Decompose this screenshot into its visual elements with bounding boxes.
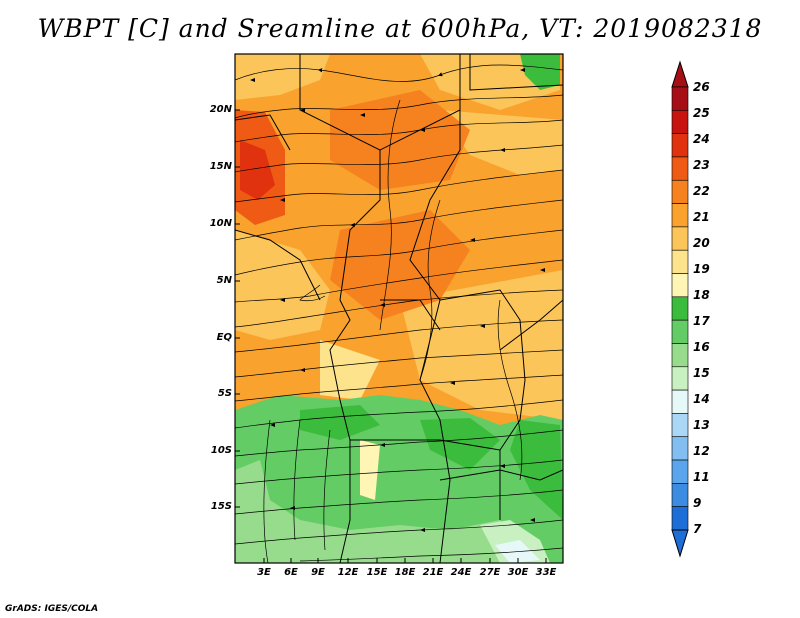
colorbar-label: 23 [693,158,710,172]
colorbar-swatch [671,133,689,158]
colorbar-label: 9 [693,496,702,510]
colorbar-label: 17 [693,314,710,328]
credit-text: GrADS: IGES/COLA [5,604,99,614]
colorbar-swatch [671,179,689,204]
lon-label: 27E [479,567,501,578]
lon-label: 24E [450,567,472,578]
colorbar-label: 20 [693,236,710,250]
lat-label: 10S [210,445,232,456]
colorbar-label: 15 [693,366,710,380]
colorbar-label: 7 [693,522,702,536]
lon-label: 21E [422,567,444,578]
wbpt-field-24 [240,140,275,200]
lat-label: 15N [209,161,232,172]
lat-label: 15S [210,501,232,512]
colorbar-swatch [671,249,689,274]
colorbar-swatch [671,343,689,368]
colorbar-label: 18 [693,288,710,302]
country-borders [235,54,563,563]
lon-label: 15E [366,567,388,578]
wbpt-field-22-central [330,210,470,320]
map-ticks [235,109,547,563]
colorbar-swatch [671,110,689,134]
wbpt-field-20-east [440,110,563,175]
colorbar-top-arrow [671,60,689,88]
colorbar-label: 22 [693,184,710,198]
colorbar-swatch [671,459,689,484]
colorbar [671,60,689,558]
lon-label: 3E [257,567,271,578]
wbpt-field-18-c [510,420,563,520]
lat-label: 5S [217,388,232,399]
colorbar-swatch [671,319,689,344]
colorbar-swatch [671,156,689,181]
colorbar-label: 13 [693,418,710,432]
colorbar-label: 24 [693,132,710,146]
colorbar-swatch [671,226,689,251]
colorbar-label: 16 [693,340,710,354]
colorbar-swatch [671,436,689,461]
wbpt-field-19 [320,340,380,400]
lon-label: 30E [507,567,529,578]
lon-label: 6E [284,567,298,578]
colorbar-label: 25 [693,106,710,120]
colorbar-label: 21 [693,210,710,224]
map-plot-area [235,54,563,563]
colorbar-swatch [671,296,689,321]
colorbar-swatch [671,389,689,414]
map-title: WBPT [C] and Sreamline at 600hPa, VT: 20… [37,14,763,43]
wbpt-field-20-north [235,54,330,100]
colorbar-swatch [671,273,689,298]
colorbar-label: 14 [693,392,710,406]
colorbar-label: 12 [693,444,710,458]
colorbar-swatch [671,203,689,228]
lon-label: 9E [311,567,325,578]
streamlines [235,64,563,563]
lon-label: 18E [394,567,416,578]
colorbar-label: 19 [693,262,710,276]
wbpt-field-18-a [300,405,380,440]
colorbar-swatch [671,483,689,507]
lon-label: 12E [337,567,359,578]
wbpt-field-20-coast [235,230,330,340]
wbpt-field-18-light [360,440,380,500]
map-frame [234,53,564,564]
wbpt-field-18-northeast [520,54,560,90]
streamline-arrows [250,68,545,532]
lat-label: 20N [209,104,232,115]
wbpt-field-18-b [420,418,500,470]
lat-label: EQ [216,332,232,343]
colorbar-swatch [671,413,689,438]
colorbar-bottom-arrow [671,529,689,558]
colorbar-label: 11 [693,470,710,484]
lat-label: 10N [209,218,232,229]
colorbar-swatch [671,366,689,391]
lon-label: 33E [535,567,557,578]
colorbar-swatch [671,86,689,111]
lat-label: 5N [216,275,232,286]
colorbar-swatch [671,506,689,531]
colorbar-label: 26 [693,80,710,94]
